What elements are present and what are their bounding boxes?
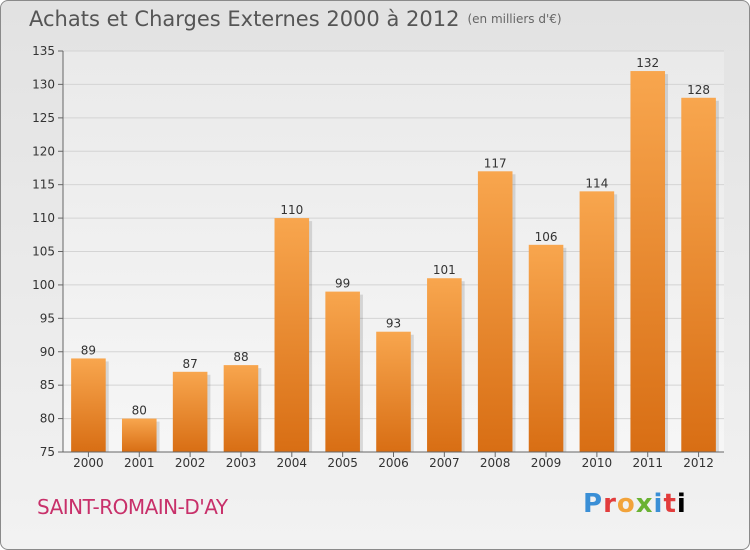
y-tick-label: 135 xyxy=(32,44,55,58)
bar-value-label: 106 xyxy=(535,230,558,244)
x-tick-label: 2008 xyxy=(480,456,511,470)
logo-letter: o xyxy=(616,489,636,519)
bar-value-label: 99 xyxy=(335,277,350,291)
y-tick-label: 85 xyxy=(40,378,55,392)
x-tick-label: 2004 xyxy=(277,456,308,470)
y-tick-label: 75 xyxy=(40,445,55,459)
x-tick-label: 2006 xyxy=(378,456,409,470)
x-tick-label: 2001 xyxy=(124,456,155,470)
commune-name: SAINT-ROMAIN-D'AY xyxy=(37,495,228,519)
bar xyxy=(325,291,360,452)
x-tick-label: 2000 xyxy=(73,456,104,470)
bar-value-label: 80 xyxy=(132,404,147,418)
chart-unit: (en milliers d'€) xyxy=(467,12,562,26)
y-tick-label: 100 xyxy=(32,278,55,292)
bar xyxy=(477,171,513,453)
x-tick-label: 2010 xyxy=(582,456,613,470)
proxiti-logo[interactable]: Proxiti xyxy=(583,489,687,519)
chart-title-row: Achats et Charges Externes 2000 à 2012 (e… xyxy=(29,7,562,31)
y-tick-label: 95 xyxy=(40,311,55,325)
bar-value-label: 117 xyxy=(484,156,507,170)
bar xyxy=(681,97,716,453)
y-tick-label: 120 xyxy=(32,144,55,158)
logo-letter: i xyxy=(676,489,687,519)
x-tick-label: 2009 xyxy=(531,456,562,470)
bar xyxy=(427,278,462,452)
bar-value-label: 101 xyxy=(433,263,456,277)
bars: 89 80 87 88 110 99 93 101 117 106 114 132 128 xyxy=(71,56,719,453)
bar xyxy=(630,71,666,453)
y-tick-label: 80 xyxy=(40,412,55,426)
y-tick-label: 110 xyxy=(32,211,55,225)
y-tick-label: 115 xyxy=(32,178,55,192)
bar xyxy=(121,418,157,452)
x-tick-label: 2007 xyxy=(429,456,460,470)
logo-letter: t xyxy=(663,489,677,519)
bar xyxy=(274,218,310,452)
bar xyxy=(223,365,259,452)
x-tick-label: 2011 xyxy=(632,456,663,470)
chart-title: Achats et Charges Externes 2000 à 2012 xyxy=(29,7,460,31)
x-tick-label: 2002 xyxy=(175,456,206,470)
bar-value-label: 114 xyxy=(585,176,608,190)
y-tick-label: 125 xyxy=(32,111,55,125)
logo-letter: P xyxy=(583,489,604,519)
bar-value-label: 110 xyxy=(280,203,303,217)
bar xyxy=(172,371,208,452)
bar xyxy=(528,244,564,452)
y-tick-label: 105 xyxy=(32,245,55,259)
bar-value-label: 132 xyxy=(636,56,659,70)
x-tick-label: 2005 xyxy=(327,456,358,470)
y-tick-label: 90 xyxy=(40,345,55,359)
bar-value-label: 88 xyxy=(233,350,248,364)
x-tick-label: 2003 xyxy=(226,456,257,470)
y-tick-label: 130 xyxy=(32,77,55,91)
bar xyxy=(579,191,615,452)
bar xyxy=(71,358,106,452)
logo-letter: i xyxy=(653,489,664,519)
bar-value-label: 87 xyxy=(182,357,197,371)
logo-letter: r xyxy=(603,489,617,519)
bar-value-label: 89 xyxy=(81,343,96,357)
logo-letter: x xyxy=(635,489,654,519)
bar-value-label: 93 xyxy=(386,317,401,331)
bar-value-label: 128 xyxy=(687,83,710,97)
axes: 75 80 85 90 95 100 105 110 115 120 125 130 135 2000 20… xyxy=(32,44,724,470)
x-tick-label: 2012 xyxy=(683,456,714,470)
bar xyxy=(376,331,411,452)
